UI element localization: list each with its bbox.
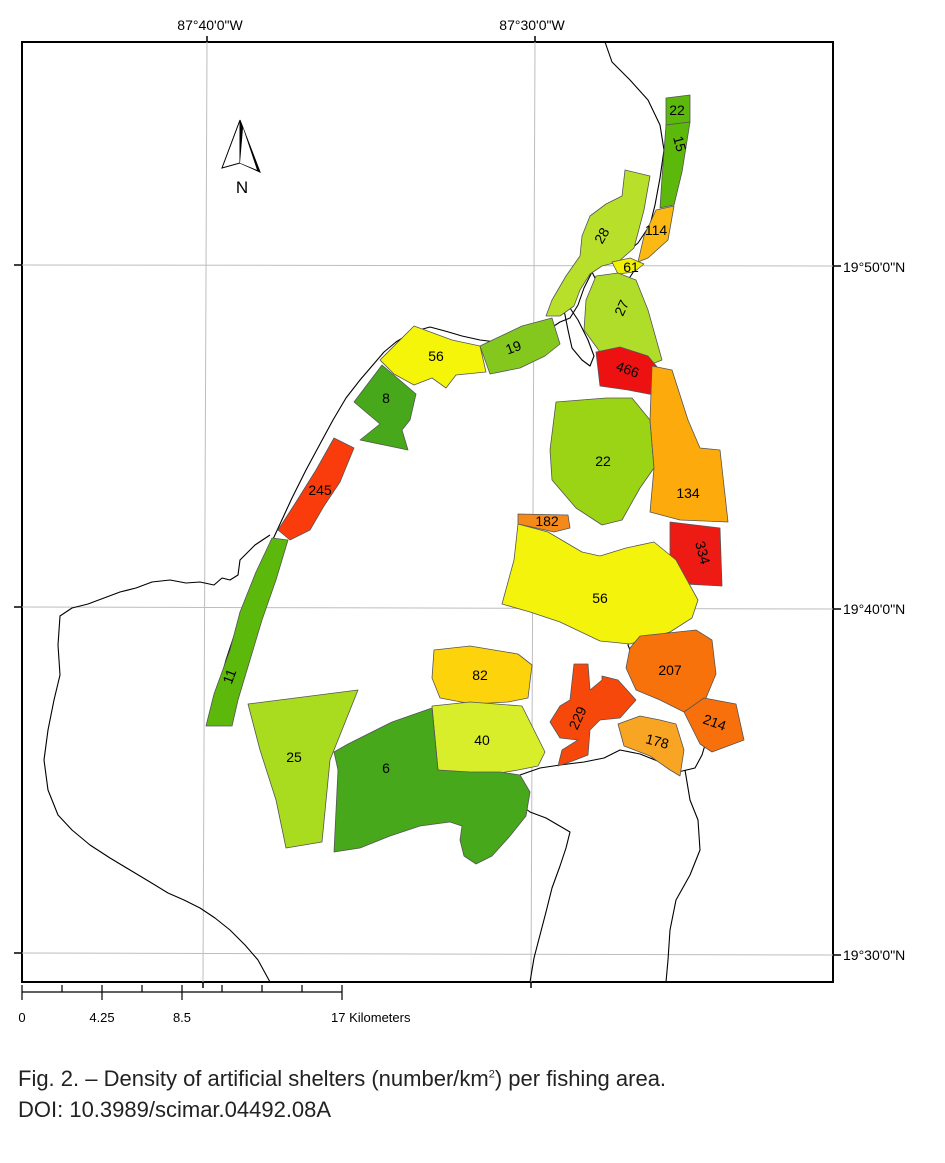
lon-label-east: 87°30'0"W: [499, 17, 565, 33]
scale-bar: [21, 985, 343, 1000]
label-area-6: 6: [382, 760, 390, 776]
scale-label-8-5: 8.5: [173, 1010, 191, 1025]
area-178: [617, 715, 685, 777]
lat-label-south: 19°30'0"N: [843, 947, 905, 963]
map-figure: 87°40'0"W 87°30'0"W 19°50'0"N 19°40'0"N …: [14, 17, 905, 1025]
caption-text: Fig. 2. – Density of artificial shelters…: [18, 1066, 489, 1091]
caption-doi: DOI: 10.3989/scimar.04492.08A: [18, 1097, 332, 1122]
north-arrow: N: [221, 119, 261, 197]
label-area-40: 40: [474, 732, 490, 748]
label-area-8: 8: [382, 390, 390, 406]
area-229: [549, 663, 637, 767]
area-22-center: [549, 397, 655, 526]
scale-label-17-km: 17 Kilometers: [331, 1010, 411, 1025]
label-area-11: 11: [219, 667, 239, 686]
area-56-center: [501, 523, 699, 645]
caption-line-1: Fig. 2. – Density of artificial shelters…: [18, 1063, 938, 1094]
label-area-245: 245: [308, 482, 332, 498]
fishing-areas: [205, 94, 745, 865]
area-334: [669, 521, 723, 587]
area-114: [637, 205, 675, 263]
label-area-15: 15: [670, 134, 690, 153]
area-15: [659, 121, 691, 209]
label-area-25: 25: [286, 749, 302, 765]
label-area-207: 207: [658, 662, 682, 678]
label-area-56-center: 56: [592, 590, 608, 606]
lat-label-north: 19°50'0"N: [843, 259, 905, 275]
frame-ticks: [14, 36, 841, 988]
label-area-82: 82: [472, 667, 488, 683]
lon-label-west: 87°40'0"W: [177, 17, 243, 33]
area-8: [353, 364, 417, 451]
area-214: [683, 697, 745, 753]
area-6: [333, 707, 531, 865]
area-11: [205, 537, 289, 727]
caption-text-end: ) per fishing area.: [494, 1066, 667, 1091]
area-56-north: [379, 325, 487, 389]
area-61: [611, 257, 645, 275]
area-25: [247, 689, 359, 849]
scale-label-0: 0: [18, 1010, 25, 1025]
scale-label-4-25: 4.25: [89, 1010, 114, 1025]
area-245: [277, 437, 355, 541]
label-area-466: 466: [614, 358, 642, 381]
area-182: [517, 513, 571, 533]
label-area-28: 28: [591, 225, 613, 247]
label-area-178: 178: [644, 730, 671, 752]
label-area-114: 114: [645, 222, 668, 238]
label-area-334: 334: [692, 539, 714, 566]
coastline: [43, 41, 709, 983]
label-area-22-north: 22: [669, 102, 685, 118]
label-area-61: 61: [623, 259, 639, 275]
figure-caption: Fig. 2. – Density of artificial shelters…: [18, 1063, 938, 1125]
label-area-56-north: 56: [428, 348, 444, 364]
label-area-134: 134: [676, 485, 700, 501]
north-arrow-label: N: [236, 178, 248, 197]
label-area-19: 19: [503, 337, 523, 357]
graticule: [21, 41, 834, 983]
label-area-27: 27: [611, 297, 632, 318]
area-134: [649, 365, 729, 523]
area-82: [431, 645, 533, 705]
area-28: [545, 169, 651, 317]
area-19: [479, 317, 561, 375]
label-area-214: 214: [701, 711, 729, 734]
caption-superscript: 2: [488, 1068, 495, 1081]
lat-label-mid: 19°40'0"N: [843, 601, 905, 617]
label-area-182: 182: [535, 513, 559, 529]
label-area-22-center: 22: [595, 453, 611, 469]
